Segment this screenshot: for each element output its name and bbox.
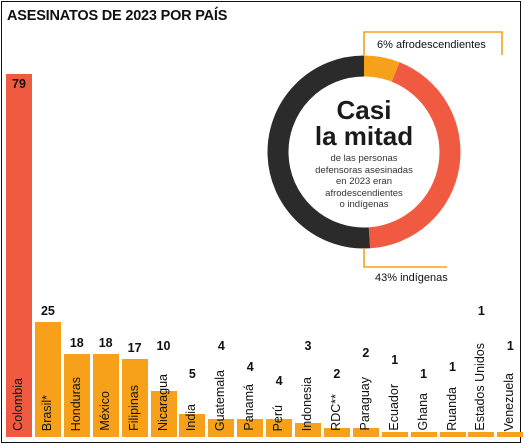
bar-brasil [34, 322, 61, 437]
bar-value: 1 [391, 353, 399, 367]
bar-ghana [410, 432, 437, 437]
bar-value: 4 [246, 360, 254, 374]
bar-value: 4 [217, 339, 225, 353]
bar-value: 1 [506, 339, 514, 353]
bar-value: 1 [420, 367, 428, 381]
bar-value: 18 [69, 336, 84, 351]
bar-peru [266, 418, 293, 437]
bar-colombia [6, 74, 32, 437]
donut-headline-line-2: la mitad [314, 121, 414, 151]
callout-afrodescendientes: 6% afrodescendientes [377, 39, 486, 51]
bar-venezuela [497, 432, 524, 437]
donut-slice-otros [267, 55, 371, 249]
leader-line-afrodescendientes [363, 31, 503, 55]
bar-value: 79 [12, 77, 26, 91]
chart-title: ASESINATOS DE 2023 POR PAÍS [7, 8, 228, 24]
bar-value: 2 [333, 367, 341, 381]
bar-value: 25 [40, 304, 55, 319]
bar-estados-unidos [468, 432, 495, 437]
donut-slice-indigenas [368, 62, 461, 249]
bar-ruanda [439, 432, 466, 437]
bar-honduras [63, 354, 90, 437]
bar-value: 1 [449, 360, 456, 374]
bar-value: 3 [304, 339, 312, 353]
bar-mexico [92, 354, 119, 437]
bar-value: 4 [275, 374, 283, 388]
donut-subtext-line: afrodescendientes [325, 187, 403, 199]
donut-subtext-line: o indígenas [339, 199, 389, 210]
bar-paraguay [352, 427, 379, 437]
donut-subtext-line: en 2023 eran [336, 176, 392, 187]
leader-line-indigenas [363, 248, 447, 268]
bar-value: 1 [477, 304, 485, 318]
bar-india [179, 414, 206, 437]
callout-indigenas: 43% indígenas [375, 272, 448, 284]
donut-subtext: de las personas defensoras asesinadas en… [297, 153, 431, 211]
bar-panama [237, 418, 264, 437]
bar-value: 17 [127, 340, 142, 355]
donut-slice-afrodescendientes [363, 55, 400, 82]
bar-value: 2 [362, 346, 370, 360]
donut-subtext-line: de las personas [330, 153, 398, 164]
bar-nicaragua [150, 391, 177, 437]
bar-value: 18 [98, 336, 113, 351]
bar-guatemala [208, 418, 235, 437]
donut-headline-line-1: Casi [336, 95, 392, 125]
bar-value: 10 [156, 339, 171, 353]
donut-subtext-line: defensoras asesinadas [315, 164, 413, 176]
bar-ecuador [381, 432, 408, 437]
bar-indonesia [295, 423, 321, 437]
bar-filipinas [121, 358, 148, 437]
bar-value: 5 [188, 367, 196, 381]
bar-rdc [323, 427, 350, 437]
